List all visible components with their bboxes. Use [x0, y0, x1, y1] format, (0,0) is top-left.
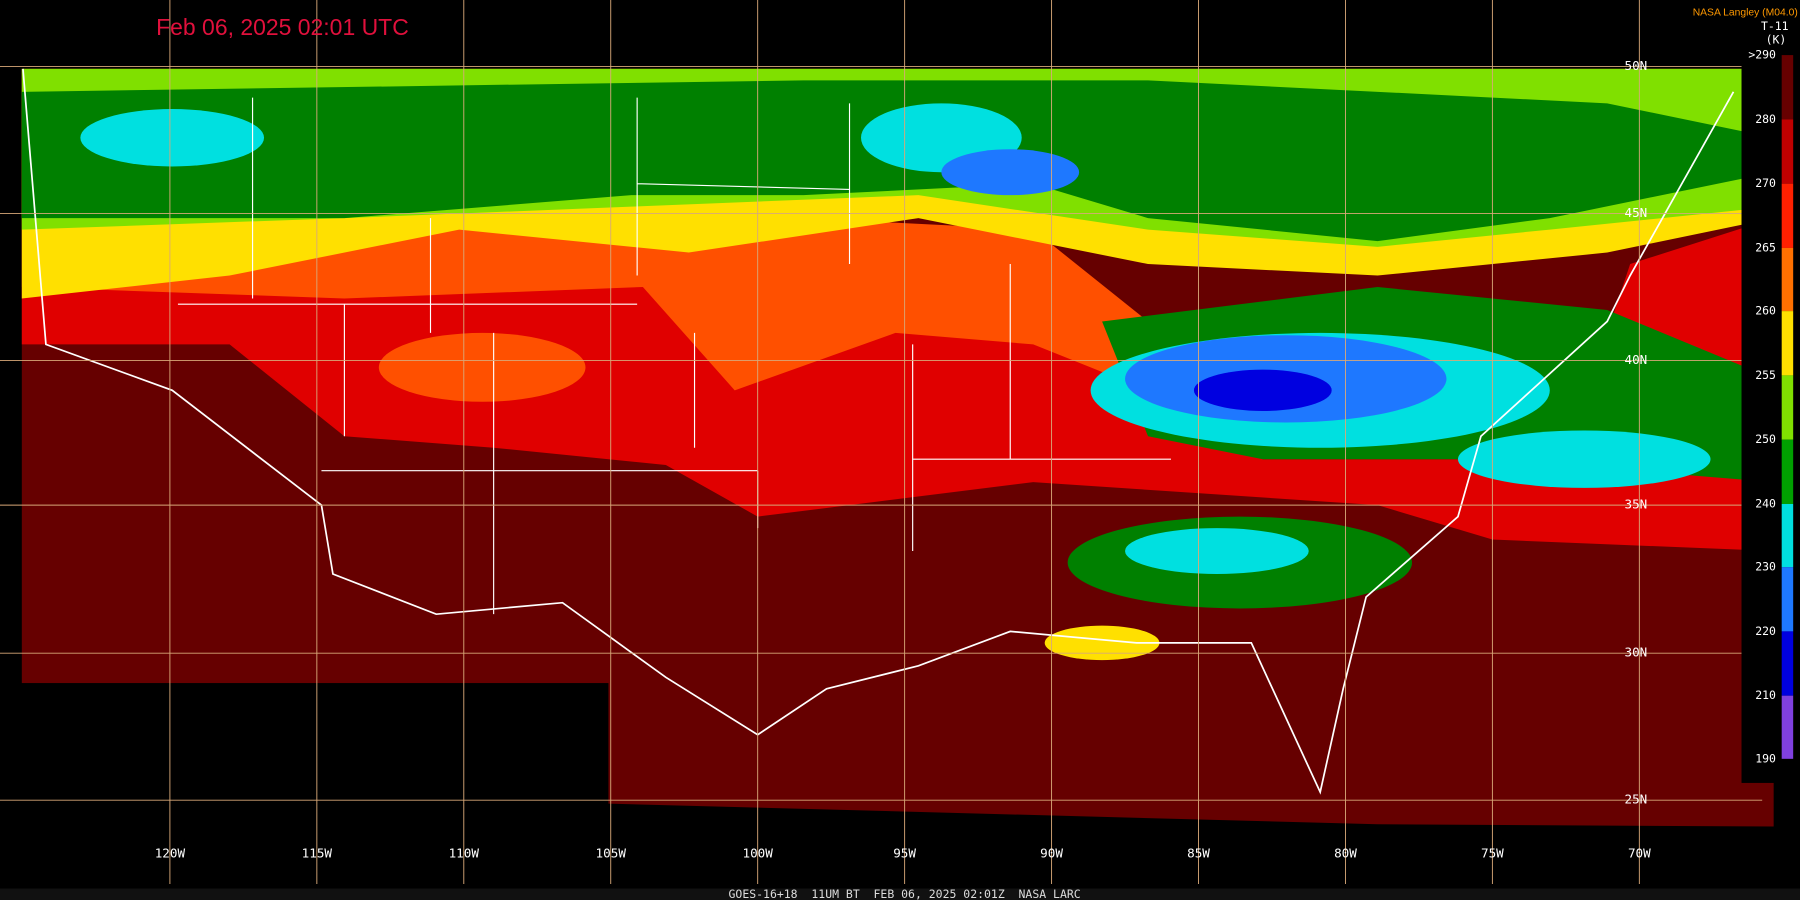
legend-tick-label: 270 — [1755, 176, 1776, 190]
footer-bar — [0, 888, 1800, 900]
legend-color-band — [1781, 119, 1794, 184]
source: NASA Langley (M04.0) — [1693, 7, 1798, 18]
legend-color-band — [1781, 631, 1794, 696]
legend-tick-label: 190 — [1755, 751, 1776, 765]
latitude-label: 45N — [1625, 205, 1648, 220]
legend-tick-label: >290 — [1748, 48, 1776, 62]
coastline — [22, 68, 1735, 795]
legend-color-band — [1781, 567, 1794, 632]
legend-color-band — [1781, 247, 1794, 312]
legend-color-band — [1781, 439, 1794, 504]
legend-unit: (K) — [1766, 33, 1787, 47]
field-cyan — [1457, 430, 1711, 488]
legend-tick-label: 250 — [1755, 432, 1776, 446]
latitude-label: 25N — [1625, 792, 1648, 807]
legend-tick-label: 230 — [1755, 560, 1776, 574]
longitude-label: 105W — [596, 846, 627, 861]
legend-tick-label: 255 — [1755, 368, 1776, 382]
field-yellow — [1044, 625, 1160, 661]
legend-tick-label: 265 — [1755, 240, 1776, 254]
legend-color-band — [1781, 375, 1794, 440]
legend-tick-label: 280 — [1755, 112, 1776, 126]
latitude-label: 50N — [1625, 58, 1648, 73]
legend-color-band — [1781, 55, 1794, 120]
field-cyan — [1125, 528, 1309, 574]
latitude-label: 30N — [1625, 645, 1648, 660]
longitude-label: 70W — [1628, 846, 1651, 861]
longitude-label: 120W — [155, 846, 186, 861]
longitude-label: 115W — [302, 846, 333, 861]
legend-tick-label: 210 — [1755, 688, 1776, 702]
legend-color-band — [1781, 311, 1794, 376]
state-borders — [177, 97, 1171, 615]
legend-color-band — [1781, 183, 1794, 248]
field-orange — [21, 206, 1263, 437]
longitude-label: 85W — [1187, 846, 1210, 861]
legend-title: T-11 — [1761, 19, 1789, 33]
legend-tick-label: 220 — [1755, 624, 1776, 638]
longitude-label: 100W — [742, 846, 773, 861]
latitude-label: 35N — [1625, 497, 1648, 512]
field-orange — [378, 332, 586, 402]
legend-tick-label: 260 — [1755, 304, 1776, 318]
latitude-label: 40N — [1625, 352, 1648, 367]
longitude-label: 110W — [449, 846, 480, 861]
legend-color-band — [1781, 503, 1794, 568]
timestamp: Feb 06, 2025 02:01 UTC — [156, 14, 409, 40]
field-blue — [941, 149, 1080, 196]
longitude-label: 95W — [893, 846, 916, 861]
legend-tick-label: 240 — [1755, 496, 1776, 510]
field-cyan — [80, 109, 265, 167]
legend-color-band — [1781, 695, 1794, 759]
footer: GOES-16+18 11UM BT FEB 06, 2025 02:01Z N… — [729, 887, 1081, 900]
longitude-label: 90W — [1040, 846, 1063, 861]
longitude-label: 80W — [1334, 846, 1357, 861]
field-dark-red — [608, 683, 1774, 827]
longitude-label: 75W — [1481, 846, 1504, 861]
graticule — [0, 0, 1763, 884]
field-dark-blue — [1193, 369, 1332, 411]
